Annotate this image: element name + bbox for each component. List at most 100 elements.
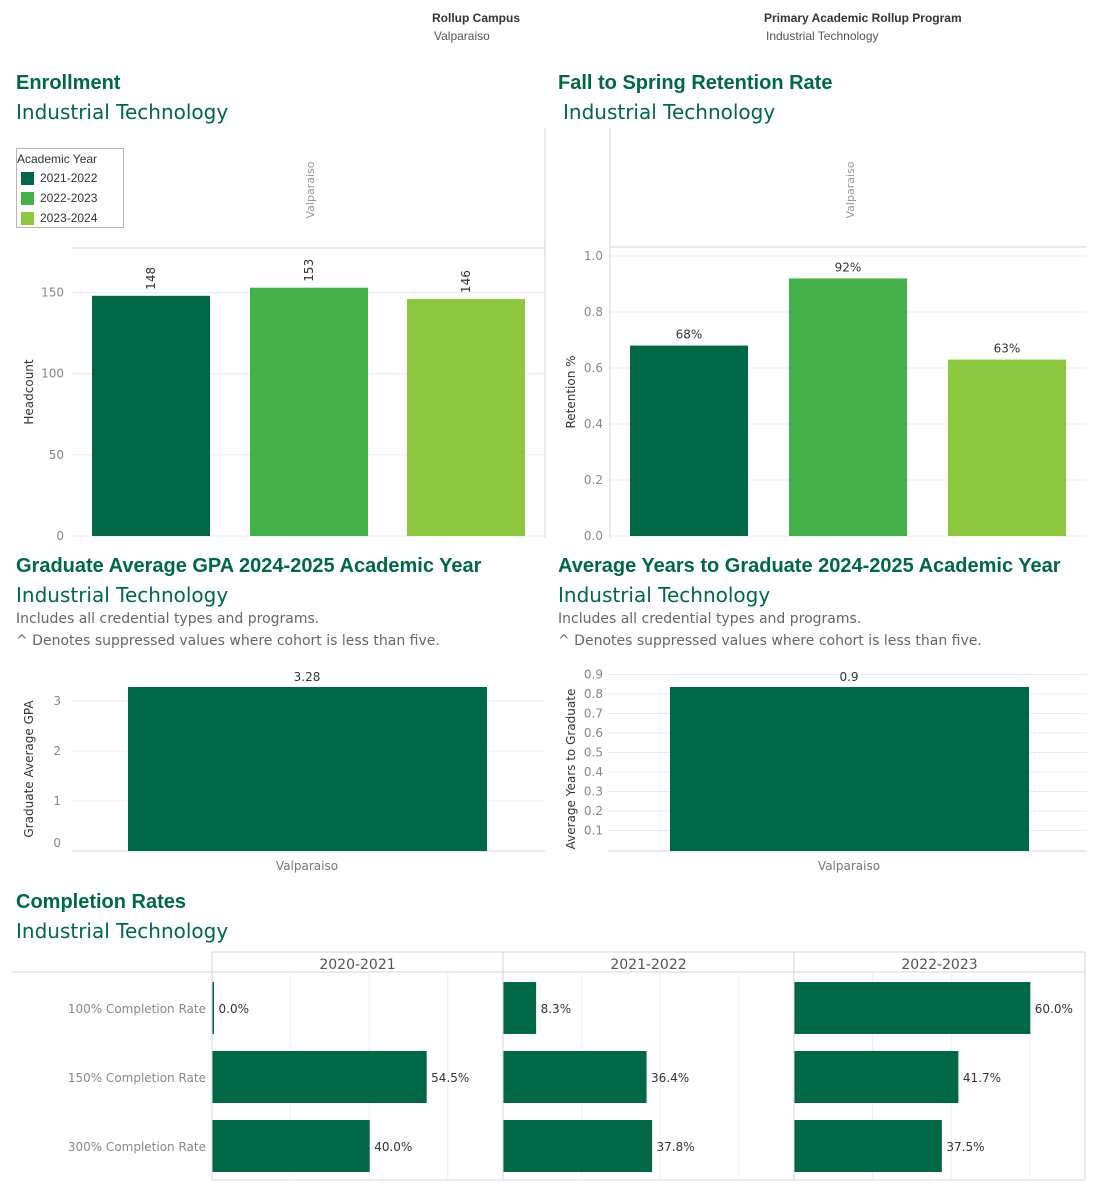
data-label: 36.4%: [651, 1071, 689, 1085]
y-tick-label: 0.5: [584, 746, 603, 760]
retention-subtitle: Industrial Technology: [563, 100, 776, 124]
legend-swatch: [21, 191, 34, 205]
completion-chart: 2020-2021 0.0% 54.5% 40.0% 2021-2022 8.3% 36.4…: [12, 951, 1086, 1181]
legend-item-2021-2022[interactable]: 2021-2022: [21, 170, 97, 186]
years-note-credentials: Includes all credential types and progra…: [558, 611, 862, 627]
bar-2022-2023: [250, 287, 368, 536]
column-header: 2020-2021: [319, 957, 395, 973]
legend-swatch: [21, 171, 34, 185]
gpa-note-credentials: Includes all credential types and progra…: [16, 611, 320, 627]
academic-year-legend[interactable]: Academic Year 2021-2022 2022-2023 2023-2…: [16, 148, 124, 228]
gpa-subtitle: Industrial Technology: [16, 583, 229, 607]
retention-title: Fall to Spring Retention Rate: [558, 72, 833, 94]
years-title: Average Years to Graduate 2024-2025 Acad…: [558, 555, 1061, 577]
completion-title: Completion Rates: [16, 891, 187, 913]
data-label: 8.3%: [541, 1002, 572, 1016]
bar-2021-2022: [630, 345, 748, 536]
completion-bar: [212, 982, 214, 1034]
y-tick-label: 50: [49, 448, 64, 462]
completion-bar: [794, 982, 1031, 1034]
y-tick-label: 0.6: [584, 726, 603, 740]
bar-2022-2023: [789, 278, 907, 536]
y-tick-label: 0.4: [584, 417, 603, 431]
years-subtitle: Industrial Technology: [558, 583, 771, 607]
y-axis-label: Graduate Average GPA: [22, 700, 36, 838]
y-tick-label: 1.0: [584, 249, 603, 263]
y-tick-label: 3: [53, 694, 61, 708]
y-tick-label: 0.8: [584, 305, 603, 319]
legend-item-2022-2023[interactable]: 2022-2023: [21, 190, 97, 206]
completion-bar: [794, 1120, 942, 1172]
column-header: 2021-2022: [610, 957, 686, 973]
y-tick-label: 0.7: [584, 707, 603, 721]
completion-bar: [503, 1120, 653, 1172]
x-tick-label: Valparaiso: [276, 859, 338, 873]
y-tick-label: 0.3: [584, 785, 603, 799]
years-chart: 0.1 0.2 0.3 0.4 0.5 0.6 0.7 0.8 0.9 Average Years…: [564, 668, 1087, 873]
data-label: 0.0%: [219, 1002, 250, 1016]
data-label: 153: [302, 259, 316, 282]
bar-2023-2024: [948, 359, 1066, 536]
completion-subtitle: Industrial Technology: [16, 919, 229, 943]
data-label: 60.0%: [1035, 1002, 1073, 1016]
data-label: 37.5%: [946, 1140, 984, 1154]
program-filter-label: Primary Academic Rollup Program: [764, 11, 962, 25]
data-label: 92%: [835, 260, 862, 274]
gpa-title: Graduate Average GPA 2024-2025 Academic …: [16, 555, 482, 577]
column-header: 2022-2023: [901, 957, 977, 973]
gpa-chart: 0 1 2 3 Graduate Average GPA 3.28 Valparaiso: [22, 670, 545, 873]
legend-item-label: 2021-2022: [40, 171, 98, 185]
data-label: 63%: [994, 342, 1021, 356]
gpa-note-suppressed: ^ Denotes suppressed values where cohort…: [16, 633, 440, 649]
bar-Valparaiso: [128, 687, 487, 851]
panel-header: Valparaiso: [844, 161, 857, 218]
data-label: 68%: [676, 328, 703, 342]
y-tick-label: 0.4: [584, 765, 603, 779]
data-label: 0.9: [839, 670, 858, 684]
row-label: 150% Completion Rate: [68, 1071, 206, 1085]
data-label: 148: [144, 267, 158, 290]
y-tick-label: 1: [53, 794, 61, 808]
data-label: 54.5%: [431, 1071, 469, 1085]
row-label: 100% Completion Rate: [68, 1002, 206, 1016]
legend-item-2023-2024[interactable]: 2023-2024: [21, 210, 97, 226]
row-label: 300% Completion Rate: [68, 1140, 206, 1154]
enrollment-subtitle: Industrial Technology: [16, 100, 229, 124]
y-axis-label: Retention %: [564, 355, 578, 428]
y-tick-label: 0: [53, 836, 61, 850]
panel-header: Valparaiso: [304, 161, 317, 218]
enrollment-chart: Valparaiso 0 50 100 150 Headcount 148 153 146: [22, 128, 546, 540]
y-tick-label: 0.2: [584, 473, 603, 487]
y-tick-label: 0.0: [584, 529, 603, 540]
y-tick-label: 150: [41, 286, 64, 300]
completion-bar: [794, 1051, 959, 1103]
y-tick-label: 0.6: [584, 361, 603, 375]
x-tick-label: Valparaiso: [818, 859, 880, 873]
rollup-campus-label: Rollup Campus: [432, 11, 521, 25]
rollup-campus-value[interactable]: Valparaiso: [434, 29, 490, 43]
data-label: 41.7%: [963, 1071, 1001, 1085]
bar-Valparaiso: [670, 687, 1029, 851]
y-axis-label: Headcount: [22, 359, 36, 425]
y-tick-label: 0: [56, 529, 64, 540]
enrollment-title: Enrollment: [16, 72, 121, 94]
program-filter-value[interactable]: Industrial Technology: [766, 29, 879, 43]
bar-2023-2024: [407, 299, 525, 536]
y-tick-label: 0.8: [584, 687, 603, 701]
y-axis-label: Average Years to Graduate: [564, 689, 578, 850]
legend-title: Academic Year: [17, 152, 98, 166]
y-tick-label: 2: [53, 744, 61, 758]
completion-bar: [503, 982, 537, 1034]
legend-item-label: 2022-2023: [40, 191, 98, 205]
legend-item-label: 2023-2024: [40, 211, 98, 225]
y-tick-label: 0.1: [584, 824, 603, 838]
y-tick-label: 0.9: [584, 668, 603, 682]
y-tick-label: 100: [41, 367, 64, 381]
data-label: 40.0%: [374, 1140, 412, 1154]
y-tick-label: 0.2: [584, 804, 603, 818]
completion-bar: [212, 1051, 427, 1103]
data-label: 146: [459, 270, 473, 293]
retention-chart: Valparaiso 0.0 0.2 0.4 0.6 0.8 1.0 Retention % 6…: [564, 128, 1087, 540]
completion-bar: [503, 1051, 647, 1103]
bar-2021-2022: [92, 295, 210, 536]
